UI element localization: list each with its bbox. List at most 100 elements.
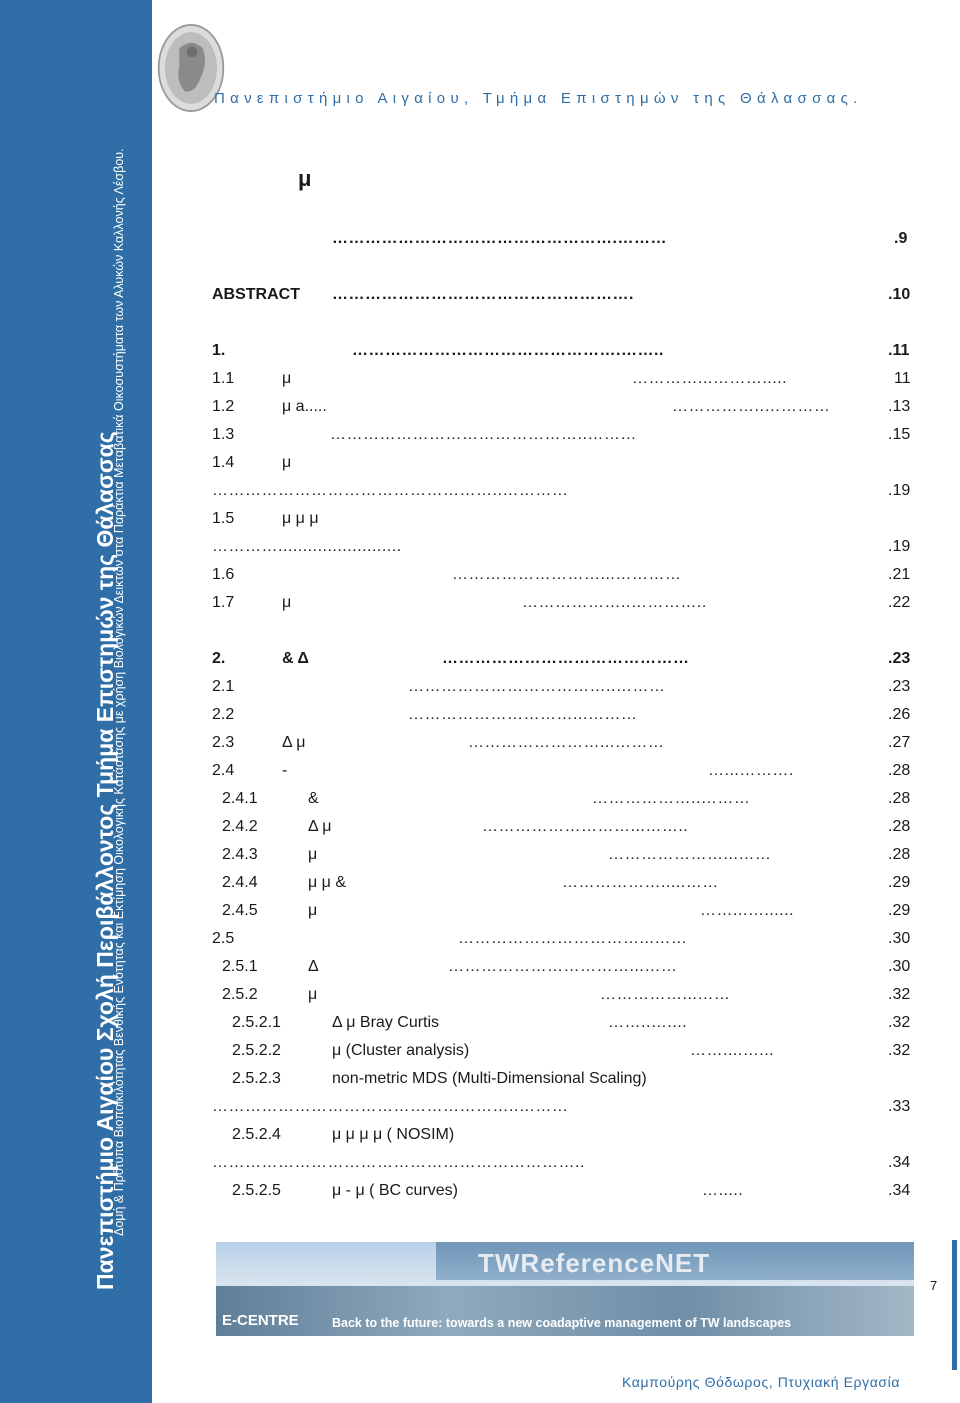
toc-entry-number: 1.7 bbox=[212, 594, 235, 611]
toc-entry-page: .28 bbox=[888, 790, 911, 807]
toc-entry-number: 2.5.2.4 bbox=[232, 1126, 281, 1143]
toc-entry-number: 2.3 bbox=[212, 734, 235, 751]
footer-author: Καμπούρης Θόδωρος, Πτυχιακή Εργασία bbox=[622, 1374, 901, 1390]
toc-entry-label: μ bbox=[282, 454, 292, 471]
toc-entry: ………………………………………………..……… .33 bbox=[212, 1098, 912, 1122]
toc-entry-leader: ………………………………………….…….. bbox=[352, 342, 664, 359]
toc-entry-leader: ……………………...……… bbox=[468, 734, 665, 751]
toc-entry: 2.4 - …...………. .28 bbox=[212, 762, 912, 786]
toc-entry-leader: ………………………...…….. bbox=[482, 818, 689, 835]
toc-title: μ bbox=[298, 166, 312, 191]
toc-entry-leader: ……………………………...…… bbox=[448, 958, 678, 975]
toc-entry-leader: ……...…...... bbox=[700, 902, 795, 919]
toc-entry: 2.4.4 μ μ & ……………….....…… .29 bbox=[212, 874, 912, 898]
toc-entry-label: Δ μ bbox=[282, 734, 306, 751]
toc-entry-leader: ……………..………… bbox=[672, 398, 831, 415]
toc-entry-leader: …...………. bbox=[708, 762, 794, 779]
toc-entry-leader: ………………………...………… bbox=[452, 566, 682, 583]
toc-entry-page: .19 bbox=[888, 482, 911, 499]
toc-entry-label: μ μ μ bbox=[282, 510, 319, 527]
toc-entry: …………......................... .19 bbox=[212, 538, 912, 562]
toc-entry-number: 2. bbox=[212, 650, 226, 667]
toc-entry: 2.4.5 μ ……...…...... .29 bbox=[212, 902, 912, 926]
toc-entry-leader: ……………………………………………..………… bbox=[212, 482, 569, 499]
toc-entry-page: .23 bbox=[888, 678, 911, 695]
toc-entry-page: .11 bbox=[888, 342, 910, 359]
toc-entry-page: .19 bbox=[888, 538, 911, 555]
toc-entry-label: μ μ μ μ ( NOSIM) bbox=[332, 1126, 455, 1143]
toc-entry-page: .28 bbox=[888, 818, 911, 835]
toc-entry: 1.3 ………………………………………..……… .15 bbox=[212, 426, 912, 450]
toc-entry-label: - bbox=[282, 762, 288, 779]
toc-entry-number: 1.2 bbox=[212, 398, 235, 415]
toc-entry: 1.1 μ …………...………..... 11 bbox=[212, 370, 912, 394]
toc-entry-page: 11 bbox=[894, 370, 911, 387]
toc-entry: ……………………………………………..………… .19 bbox=[212, 482, 912, 506]
toc-entry-page: .32 bbox=[888, 986, 911, 1003]
toc-entry-label: Δ bbox=[308, 958, 319, 975]
toc-entry-number: 2.4.5 bbox=[222, 902, 258, 919]
twreferencenet-banner: TWReferenceNET E-CENTRE Back to the futu… bbox=[216, 1242, 914, 1336]
toc-entry: 2.5.2.5 μ - μ ( BC curves) …..... .34 bbox=[212, 1182, 912, 1206]
toc-entry-number: 2.5.2.1 bbox=[232, 1014, 281, 1031]
toc-entry: 2.4.3 μ …………………...…… .28 bbox=[212, 846, 912, 870]
toc-entry-leader: …………......................... bbox=[212, 538, 402, 555]
sidebar: Πανεπιστήμιο Αιγαίου Σχολή Περιβάλλοντος… bbox=[0, 0, 152, 1403]
toc-entry-number: 2.5.2.5 bbox=[232, 1182, 281, 1199]
toc-entry-page: .29 bbox=[888, 902, 911, 919]
toc-entry-leader: ………………………………………………. bbox=[332, 286, 634, 303]
toc-entry-leader: ………………..………….. bbox=[522, 594, 707, 611]
toc-entry-label: Δ μ bbox=[308, 818, 332, 835]
toc-entry-page: .26 bbox=[888, 706, 911, 723]
toc-entry-leader: ………………………………………..……… bbox=[330, 426, 637, 443]
toc-entry-label: μ bbox=[282, 594, 292, 611]
toc-entry-label: μ bbox=[282, 370, 292, 387]
banner-ecentre: E-CENTRE bbox=[222, 1312, 299, 1329]
toc-entry-number: 2.2 bbox=[212, 706, 235, 723]
toc-entry-label: & Δ bbox=[282, 650, 309, 667]
toc-entry-number: 1.5 bbox=[212, 510, 235, 527]
toc-entry-number: 2.5.2 bbox=[222, 986, 258, 1003]
toc-entry-number: 2.4.4 bbox=[222, 874, 258, 891]
toc-entry: ABSTRACT ………………………………………………. .10 bbox=[212, 286, 912, 310]
toc-entry: 2.1 ………………………………..……… .23 bbox=[212, 678, 912, 702]
toc-entry-leader: …………………………...……… bbox=[408, 706, 638, 723]
banner-brand: TWReferenceNET bbox=[478, 1248, 711, 1278]
toc-entry: 2.4.2 Δ μ ………………………...…….. .28 bbox=[212, 818, 912, 842]
sidebar-subtitle: Δομή & Πρότυπα Βιοποικιλότητας Βενθικής … bbox=[112, 148, 126, 1236]
toc-entry-page: .34 bbox=[888, 1154, 911, 1171]
toc-entry-label: μ a..... bbox=[282, 398, 327, 415]
toc-entry: 2. & Δ ……………………………………… .23 bbox=[212, 650, 912, 674]
toc-entry-number: 2.5.2.2 bbox=[232, 1042, 281, 1059]
toc-entry-leader: ………………………………………………………….. bbox=[212, 1154, 585, 1171]
toc-entry: …………………………………………….……… .9 bbox=[212, 230, 912, 254]
toc-entry-leader: …..... bbox=[702, 1182, 744, 1199]
toc-entry-page: .30 bbox=[888, 930, 911, 947]
toc-entry-leader: ……………...…… bbox=[600, 986, 731, 1003]
toc-entry-label: & bbox=[308, 790, 319, 807]
toc-entry-leader: …………...………..... bbox=[632, 370, 788, 387]
toc-entry-number: ABSTRACT bbox=[212, 286, 300, 303]
toc-entry: 1.5 μ μ μ bbox=[212, 510, 912, 534]
toc-entry-label: μ bbox=[308, 986, 318, 1003]
toc-entry: 2.5.2.1 Δ μ Bray Curtis ……..….... .32 bbox=[212, 1014, 912, 1038]
toc-entry-page: .27 bbox=[888, 734, 911, 751]
toc-entry: ………………………………………………………….. .34 bbox=[212, 1154, 912, 1178]
toc-entry: 1.2 μ a..... ……………..………… .13 bbox=[212, 398, 912, 422]
toc-entry-label: Δ μ Bray Curtis bbox=[332, 1014, 440, 1031]
toc-entry-page: .22 bbox=[888, 594, 911, 611]
toc-entry: 1.7 μ ………………..………….. .22 bbox=[212, 594, 912, 618]
toc-entry-number: 1.3 bbox=[212, 426, 235, 443]
toc-entry-page: .28 bbox=[888, 762, 911, 779]
toc-entry-number: 2.1 bbox=[212, 678, 235, 695]
toc-entry-page: .10 bbox=[888, 286, 911, 303]
toc-entry: 2.3 Δ μ ……………………...……… .27 bbox=[212, 734, 912, 758]
toc-entry-label: μ μ & bbox=[308, 874, 346, 891]
toc-entry-number: 2.5.2.3 bbox=[232, 1070, 281, 1087]
toc-entry: 2.5.1 Δ ……………………………...…… .30 bbox=[212, 958, 912, 982]
page-header: Πανεπιστήμιο Αιγαίου, Τμήμα Επιστημών τη… bbox=[214, 90, 863, 107]
toc-entry-number: 1.4 bbox=[212, 454, 235, 471]
toc-entry-leader: ……………………………………… bbox=[442, 650, 690, 667]
toc-entry: 1. ………………………………………….…….. .11 bbox=[212, 342, 912, 366]
toc-entry-label: non-metric MDS (Multi-Dimensional Scalin… bbox=[332, 1070, 647, 1087]
